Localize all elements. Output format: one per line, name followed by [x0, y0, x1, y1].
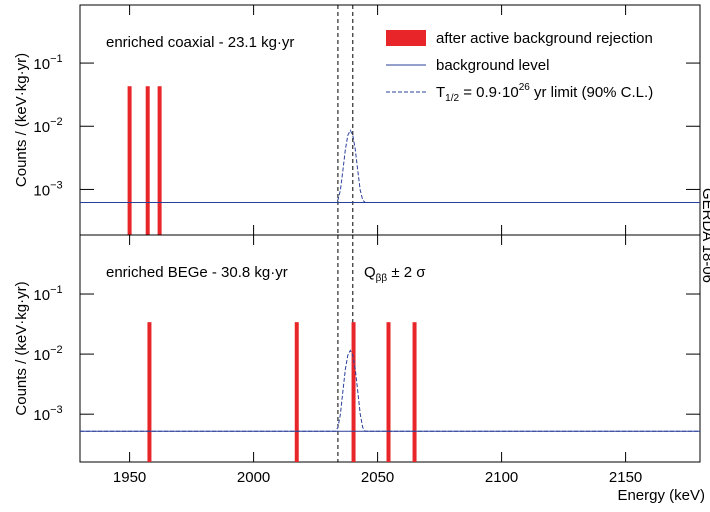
x-tick-label: 2000: [237, 469, 270, 486]
y-tick-exp: −2: [50, 116, 63, 128]
y-tick-exp: −2: [50, 344, 63, 356]
y-tick-label: 10−2: [33, 116, 62, 136]
panel-title: enriched coaxial - 23.1 kg·yr: [106, 34, 294, 51]
legend-swatch: [386, 30, 426, 46]
event-bar: [145, 86, 150, 235]
y-tick-exp: −1: [50, 284, 63, 296]
annotation-part: ββ: [376, 273, 388, 284]
limit-curve: [80, 129, 700, 204]
y-tick-base: 10: [33, 287, 50, 304]
y-axis-label: Counts / (keV·kg·yr): [13, 53, 30, 187]
y-tick-label: 10−2: [33, 344, 62, 364]
event-bar: [127, 86, 132, 235]
y-tick-base: 10: [33, 182, 50, 199]
y-tick-label: 10−3: [33, 179, 62, 199]
panel-title: enriched BEGe - 30.8 kg·yr: [106, 264, 288, 281]
x-tick-label: 2100: [485, 469, 518, 486]
y-tick-base: 10: [33, 119, 50, 136]
annotation: Qββ ± 2 σ: [364, 264, 426, 284]
legend-label-part: T: [436, 84, 445, 101]
side-note: GERDA 18-06: [699, 188, 710, 283]
legend-label: background level: [436, 57, 549, 74]
legend-label: T1/2 = 0.9·1026 yr limit (90% C.L.): [436, 82, 653, 104]
event-bar: [412, 322, 417, 462]
y-axis-label: Counts / (keV·kg·yr): [13, 281, 30, 415]
y-tick-base: 10: [33, 347, 50, 364]
y-tick-label: 10−3: [33, 404, 62, 424]
x-tick-label: 2150: [609, 469, 642, 486]
y-tick-exp: −1: [50, 53, 63, 65]
legend-label: after active background rejection: [436, 30, 653, 47]
annotation-part: Q: [364, 264, 376, 281]
legend-label-part: = 0.9·10: [459, 84, 519, 101]
y-tick-label: 10−1: [33, 284, 62, 304]
annotation-part: ± 2 σ: [387, 264, 426, 281]
event-bar: [157, 86, 162, 235]
y-tick-exp: −3: [50, 179, 63, 191]
event-bar: [351, 322, 356, 462]
x-tick-label: 2050: [361, 469, 394, 486]
y-tick-label: 10−1: [33, 53, 62, 73]
y-tick-exp: −3: [50, 404, 63, 416]
y-tick-base: 10: [33, 56, 50, 73]
y-tick-base: 10: [33, 407, 50, 424]
legend-label-part: yr limit (90% C.L.): [530, 84, 653, 101]
legend-label-part: 26: [519, 82, 531, 93]
event-bar: [147, 322, 152, 462]
legend-label-part: 1/2: [445, 93, 459, 104]
x-axis-label: Energy (keV): [617, 487, 705, 504]
event-bar: [294, 322, 299, 462]
limit-curve: [80, 349, 700, 432]
event-bar: [386, 322, 391, 462]
x-tick-label: 1950: [113, 469, 146, 486]
